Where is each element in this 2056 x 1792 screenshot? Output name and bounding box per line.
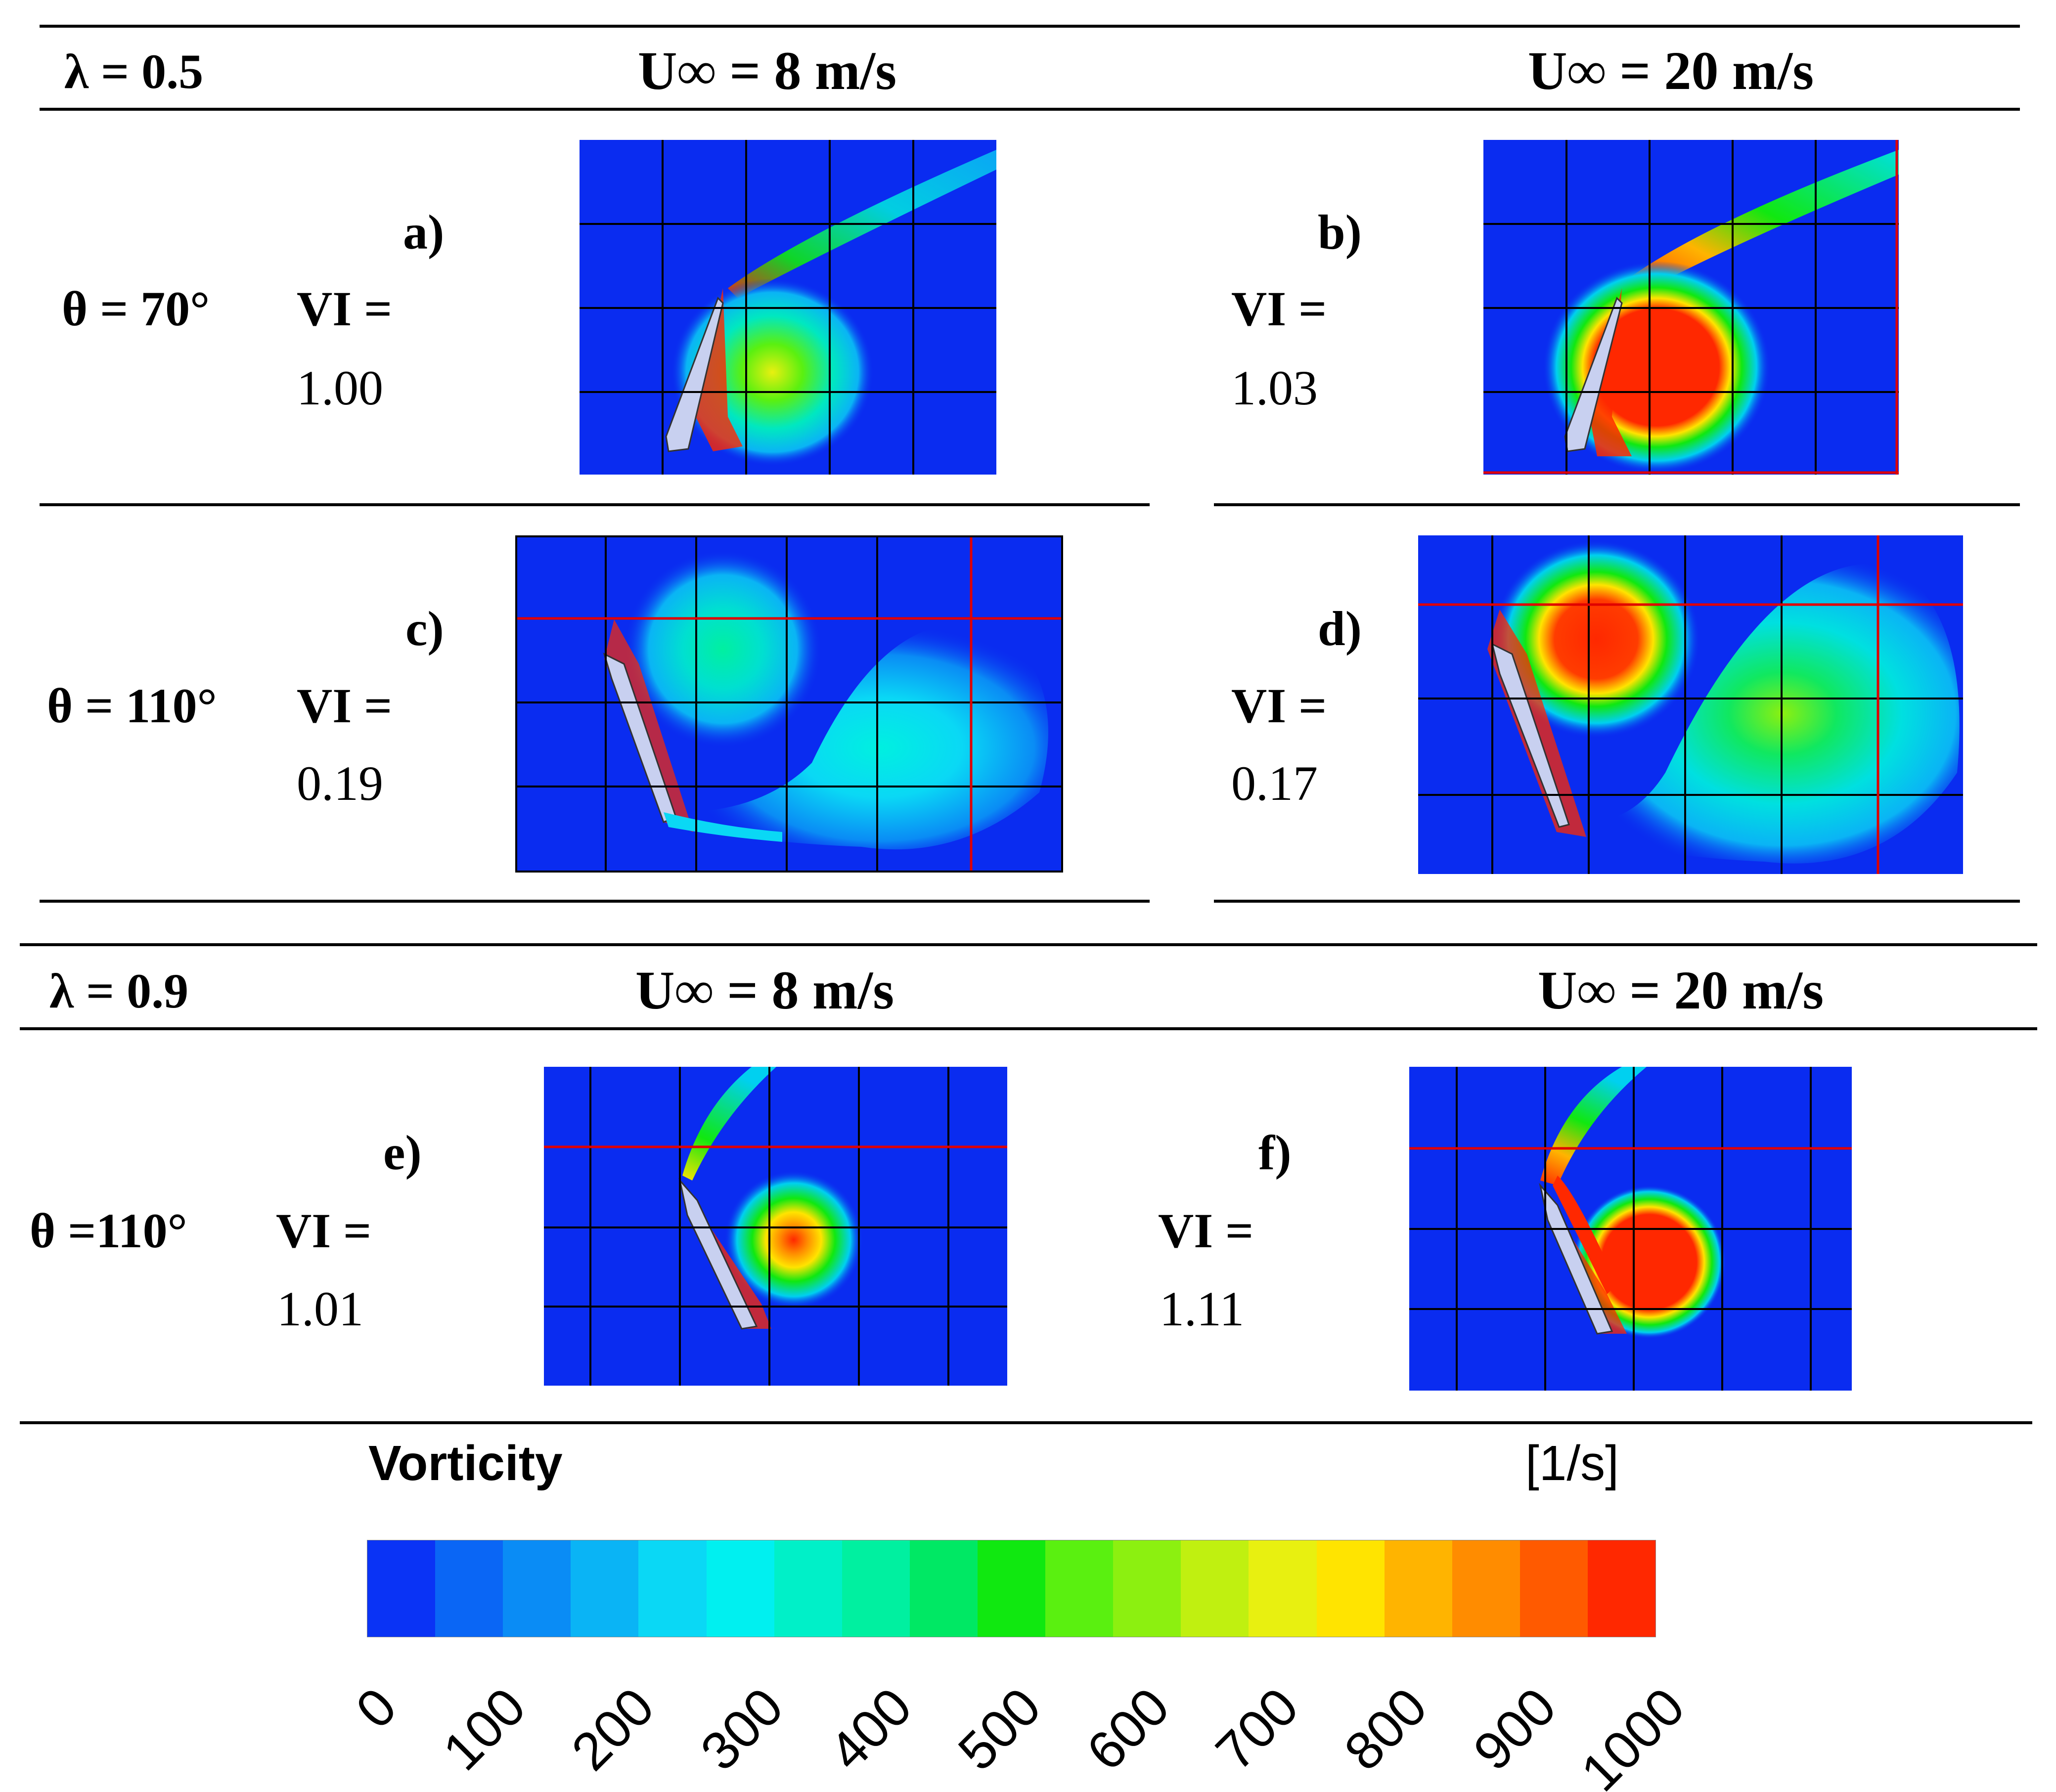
u-low-header-2: U∞ = 8 m/s	[635, 960, 894, 1020]
panel-label-a: a)	[403, 205, 445, 260]
colorbar-swatch	[909, 1540, 978, 1637]
vorticity-panel-e	[544, 1067, 1007, 1386]
panel-label-e: e)	[383, 1125, 422, 1180]
vi-label-b: VI =	[1231, 281, 1327, 336]
vi-value-c: 0.19	[297, 756, 383, 811]
panel-label-f: f)	[1258, 1125, 1292, 1180]
vi-label-d: VI =	[1231, 678, 1327, 733]
colorbar-unit: [1/s]	[1525, 1436, 1619, 1491]
vi-label-a: VI =	[297, 281, 393, 336]
colorbar-swatch	[774, 1540, 842, 1637]
panel-label-c: c)	[405, 601, 444, 656]
lambda-label-1: λ = 0.5	[64, 44, 204, 99]
contour-plot-e	[544, 1067, 1007, 1386]
grid-d	[1418, 535, 1963, 874]
section2-top-rule	[20, 943, 2037, 946]
vorticity-panel-a	[580, 140, 996, 475]
vi-label-c: VI =	[297, 678, 393, 733]
row-rule-1-right	[1214, 503, 2020, 506]
colorbar-swatch	[1384, 1540, 1452, 1637]
colorbar-swatch	[706, 1540, 774, 1637]
u-high-header-1: U∞ = 20 m/s	[1528, 41, 1814, 101]
colorbar-swatch	[435, 1540, 503, 1637]
colorbar-swatch	[1452, 1540, 1520, 1637]
theta-label-row1: θ = 70°	[62, 281, 210, 336]
header-rule-1	[40, 108, 2020, 111]
panel-label-d: d)	[1318, 601, 1362, 656]
vi-value-b: 1.03	[1231, 360, 1318, 415]
vi-label-f: VI =	[1158, 1203, 1254, 1258]
colorbar-tick-label: 0	[344, 1676, 408, 1740]
colorbar-swatch	[1249, 1540, 1317, 1637]
grid-b	[1483, 140, 1899, 475]
top-rule	[40, 25, 2020, 28]
row-rule-2-right	[1214, 900, 2020, 903]
grid-e	[544, 1067, 1007, 1386]
grid-a	[580, 140, 996, 475]
colorbar-swatch	[1587, 1540, 1656, 1637]
vi-value-e: 1.01	[277, 1281, 363, 1336]
vorticity-panel-b	[1483, 140, 1899, 475]
contour-plot-a	[580, 140, 996, 475]
u-high-header-2: U∞ = 20 m/s	[1538, 960, 1824, 1020]
vorticity-panel-c	[515, 535, 1063, 873]
colorbar-swatch	[1181, 1540, 1249, 1637]
theta-label-row2: θ = 110°	[47, 678, 217, 733]
colorbar-swatch	[503, 1540, 571, 1637]
colorbar-swatch	[367, 1540, 436, 1637]
colorbar-swatch	[977, 1540, 1046, 1637]
vi-value-a: 1.00	[297, 360, 383, 415]
vi-label-e: VI =	[276, 1203, 372, 1258]
colorbar-swatch	[1520, 1540, 1588, 1637]
colorbar-swatch	[638, 1540, 707, 1637]
colorbar-swatch	[842, 1540, 910, 1637]
vi-value-f: 1.11	[1160, 1281, 1245, 1336]
colorbar-swatch	[1045, 1540, 1114, 1637]
u-low-header-1: U∞ = 8 m/s	[638, 41, 897, 101]
vorticity-panel-d	[1418, 535, 1963, 874]
colorbar-title: Vorticity	[368, 1436, 563, 1491]
row-rule-2-left	[40, 900, 1150, 903]
vorticity-panel-f	[1409, 1067, 1852, 1391]
colorbar-swatch	[1113, 1540, 1181, 1637]
header-rule-2	[20, 1027, 2037, 1030]
contour-plot-f	[1409, 1067, 1852, 1391]
colorbar-swatch	[571, 1540, 639, 1637]
lambda-label-2: λ = 0.9	[49, 963, 189, 1018]
colorbar	[367, 1540, 1656, 1637]
contour-plot-c	[515, 535, 1063, 873]
grid-f	[1409, 1067, 1852, 1391]
contour-plot-b	[1483, 140, 1899, 475]
colorbar-swatch	[1316, 1540, 1385, 1637]
section2-bottom-rule	[20, 1421, 2032, 1424]
panel-label-b: b)	[1318, 205, 1362, 260]
theta-label-row3: θ =110°	[30, 1203, 187, 1258]
vi-value-d: 0.17	[1231, 756, 1318, 811]
contour-plot-d	[1418, 535, 1963, 874]
row-rule-1-left	[40, 503, 1150, 506]
